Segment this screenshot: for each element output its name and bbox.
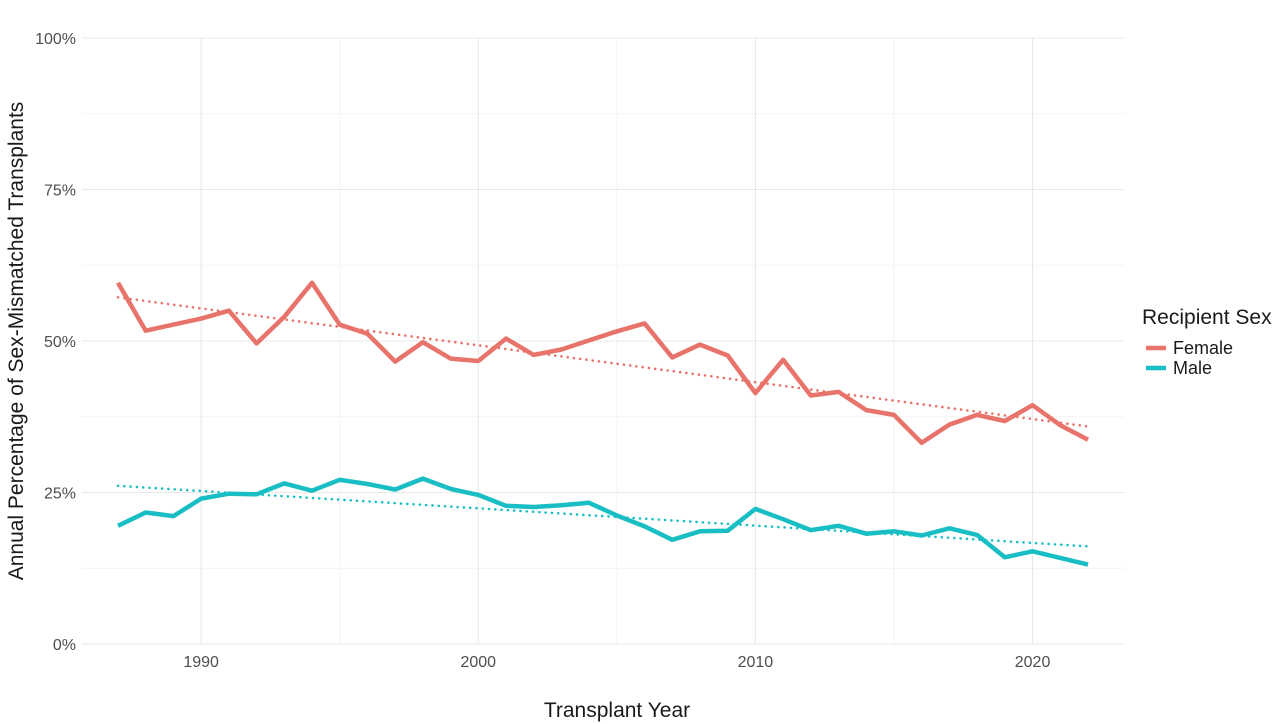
series-line-male	[117, 476, 1089, 567]
x-axis-title: Transplant Year	[544, 699, 690, 722]
x-tick-label: 2000	[460, 654, 496, 671]
y-tick-label: 25%	[44, 486, 76, 503]
major-gridlines	[82, 37, 1124, 645]
x-tick-label: 2020	[1015, 654, 1051, 671]
x-axis-ticks: 1990 2000 2010 2020	[183, 654, 1050, 671]
y-tick-label: 100%	[35, 31, 76, 48]
y-axis-ticks: 0% 25% 50% 75% 100%	[35, 31, 76, 654]
legend-label: Female	[1173, 338, 1233, 358]
trend-line-female	[116, 296, 1090, 428]
trend-line-male	[116, 484, 1090, 548]
y-tick-label: 50%	[44, 334, 76, 351]
legend-title: Recipient Sex	[1142, 306, 1272, 329]
y-tick-label: 0%	[53, 637, 76, 654]
data-series	[116, 280, 1090, 567]
y-tick-label: 75%	[44, 183, 76, 200]
legend-item-female: Female	[1146, 338, 1233, 358]
legend-item-male: Male	[1146, 358, 1212, 378]
legend-label: Male	[1173, 358, 1212, 378]
series-line-female	[116, 280, 1090, 446]
x-tick-label: 2010	[738, 654, 774, 671]
y-axis-title: Annual Percentage of Sex-Mismatched Tran…	[5, 102, 28, 581]
x-tick-label: 1990	[183, 654, 219, 671]
